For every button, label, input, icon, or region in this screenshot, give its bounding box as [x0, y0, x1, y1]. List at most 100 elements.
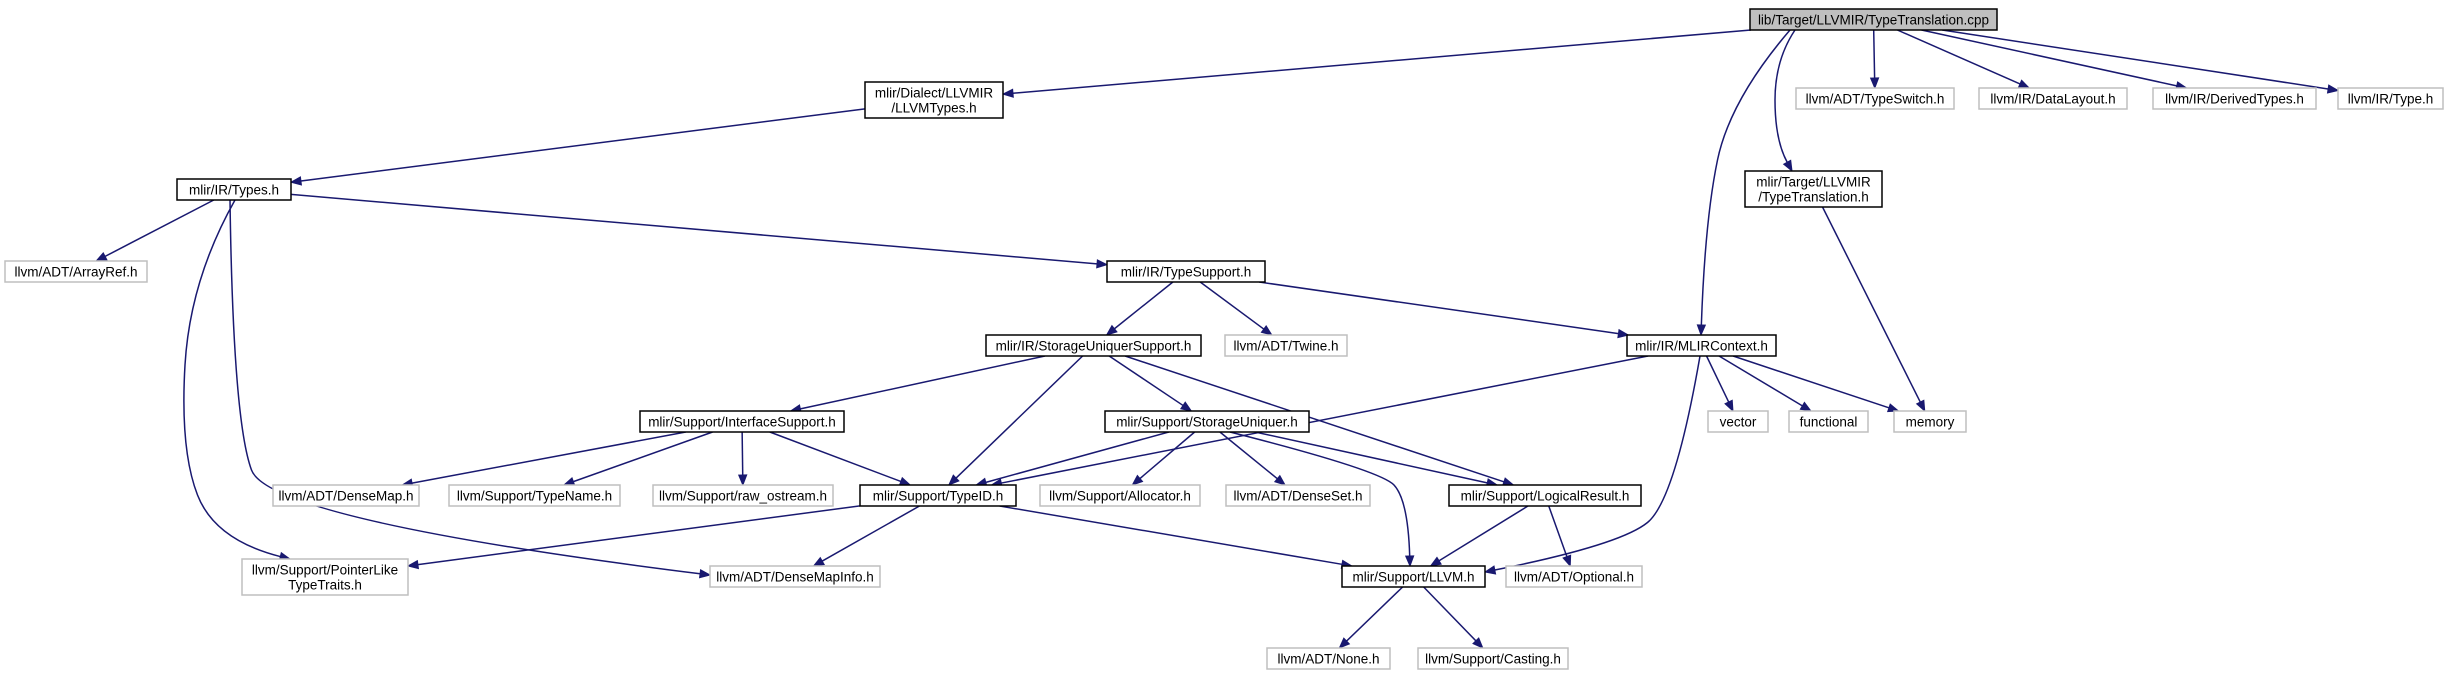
node-typeid[interactable]: mlir/Support/TypeID.h [859, 484, 1017, 507]
edge-line [290, 193, 1098, 265]
node-label: /TypeTranslation.h [1758, 190, 1869, 205]
arrowhead-icon [947, 474, 960, 486]
node-box [4, 260, 148, 283]
node-box [1039, 484, 1201, 507]
node-label: llvm/ADT/Twine.h [1233, 339, 1338, 354]
arrowhead-icon [1273, 474, 1287, 486]
edge-line [1012, 29, 1752, 94]
edge-line [573, 431, 713, 483]
arrowhead-icon [1131, 474, 1144, 486]
node-types[interactable]: mlir/IR/Types.h [176, 178, 292, 201]
node-label: mlir/Support/TypeID.h [873, 489, 1004, 504]
edge-interfacesupport-to-rawostream [737, 431, 748, 487]
node-derivedtypes: llvm/IR/DerivedTypes.h [2152, 87, 2317, 110]
edge-line [1259, 281, 1619, 335]
arrowhead-icon [1562, 554, 1572, 568]
edge-line [1199, 281, 1265, 330]
node-box [448, 484, 621, 507]
edge-line [229, 199, 701, 575]
edge-line [1108, 355, 1184, 407]
node-label: TypeTraits.h [288, 578, 362, 593]
arrowhead-icon [1472, 637, 1484, 649]
node-label: mlir/Dialect/LLVMIR [875, 86, 994, 101]
node-box [985, 334, 1202, 357]
edge-typeid-to-llvm_h [999, 505, 1354, 569]
edge-root-to-typeswitch [1869, 29, 1880, 90]
arrowhead-icon [1001, 88, 1014, 98]
node-label: llvm/IR/DataLayout.h [1990, 92, 2115, 107]
node-box [1788, 410, 1869, 433]
node-label: llvm/ADT/DenseMapInfo.h [716, 570, 874, 585]
node-label: lib/Target/LLVMIR/TypeTranslation.cpp [1758, 13, 1989, 28]
node-densemapinfo: llvm/ADT/DenseMapInfo.h [709, 565, 881, 588]
edge-line [821, 505, 920, 562]
node-casting: llvm/Support/Casting.h [1417, 647, 1569, 670]
node-typesupport[interactable]: mlir/IR/TypeSupport.h [1106, 260, 1266, 283]
arrowhead-icon [1429, 556, 1442, 567]
edge-root-to-mlircontext [1696, 29, 1791, 337]
edge-line [1423, 586, 1477, 642]
node-box [2152, 87, 2317, 110]
edge-root-to-derivedtypes [1921, 29, 2188, 91]
node-memory: memory [1893, 410, 1967, 433]
edge-typesupport-to-storageuniquersupport [1105, 281, 1174, 336]
edge-line [104, 199, 215, 258]
node-box [1795, 87, 1955, 110]
edge-logicalresult-to-optional [1548, 505, 1572, 568]
edge-mlircontext-to-vector [1705, 355, 1734, 413]
edge-typeid-to-pointerlike [406, 505, 861, 570]
arrowhead-icon [1179, 401, 1193, 412]
arrowhead-icon [1404, 555, 1415, 568]
node-box [176, 178, 292, 201]
node-box [272, 484, 420, 507]
node-storageuniquersupport[interactable]: mlir/IR/StorageUniquerSupport.h [985, 334, 1202, 357]
edge-types-to-arrayref [95, 199, 215, 262]
edge-storageuniquersupport-to-typeid [947, 355, 1084, 486]
node-functional: functional [1788, 410, 1869, 433]
arrowhead-icon [406, 559, 420, 570]
node-llvm_h[interactable]: mlir/Support/LLVM.h [1341, 565, 1486, 588]
edge-storageuniquer-to-denseset [1219, 431, 1287, 486]
edge-line [1774, 29, 1796, 163]
node-interfacesupport[interactable]: mlir/Support/InterfaceSupport.h [639, 410, 845, 433]
edge-storageuniquer-to-logicalresult [1254, 431, 1499, 488]
node-llvmtypes[interactable]: mlir/Dialect/LLVMIR/LLVMTypes.h [864, 81, 1004, 119]
edge-typeid-to-densemapinfo [812, 505, 920, 567]
edge-line [955, 355, 1084, 479]
node-logicalresult[interactable]: mlir/Support/LogicalResult.h [1448, 484, 1642, 507]
edge-interfacesupport-to-typename [562, 431, 713, 486]
node-box [1266, 647, 1391, 670]
node-arrayref: llvm/ADT/ArrayRef.h [4, 260, 148, 283]
node-box [1626, 334, 1777, 357]
node-typetrans_h[interactable]: mlir/Target/LLVMIR/TypeTranslation.h [1744, 170, 1883, 208]
edge-logicalresult-to-llvm_h [1429, 505, 1529, 567]
edge-llvmtypes-to-types [289, 108, 866, 186]
node-label: llvm/ADT/Optional.h [1514, 570, 1634, 585]
node-denseset: llvm/ADT/DenseSet.h [1225, 484, 1371, 507]
node-box [1225, 484, 1371, 507]
node-mlircontext[interactable]: mlir/IR/MLIRContext.h [1626, 334, 1777, 357]
arrowhead-icon [1260, 324, 1273, 336]
edge-line [1219, 431, 1278, 480]
arrowhead-icon [1782, 159, 1793, 173]
node-vector: vector [1707, 410, 1769, 433]
edge-line [417, 505, 861, 566]
node-label: llvm/IR/DerivedTypes.h [2165, 92, 2304, 107]
edge-line [1872, 29, 1876, 79]
edge-line [1113, 281, 1174, 330]
node-label: mlir/Support/StorageUniquer.h [1116, 415, 1298, 430]
node-root[interactable]: lib/Target/LLVMIR/TypeTranslation.cpp [1749, 8, 1998, 31]
node-box [1893, 410, 1967, 433]
node-storageuniquer[interactable]: mlir/Support/StorageUniquer.h [1104, 410, 1310, 433]
edge-line [1942, 29, 2329, 90]
arrowhead-icon [289, 176, 303, 186]
node-box [241, 558, 409, 596]
arrowhead-icon [2326, 84, 2340, 94]
arrowhead-icon [898, 476, 912, 486]
edge-storageuniquersupport-to-interfacesupport [789, 355, 1046, 414]
edge-line [999, 505, 1343, 566]
edge-line [1821, 206, 1921, 403]
node-box [1341, 565, 1486, 588]
node-label: memory [1906, 415, 1955, 430]
